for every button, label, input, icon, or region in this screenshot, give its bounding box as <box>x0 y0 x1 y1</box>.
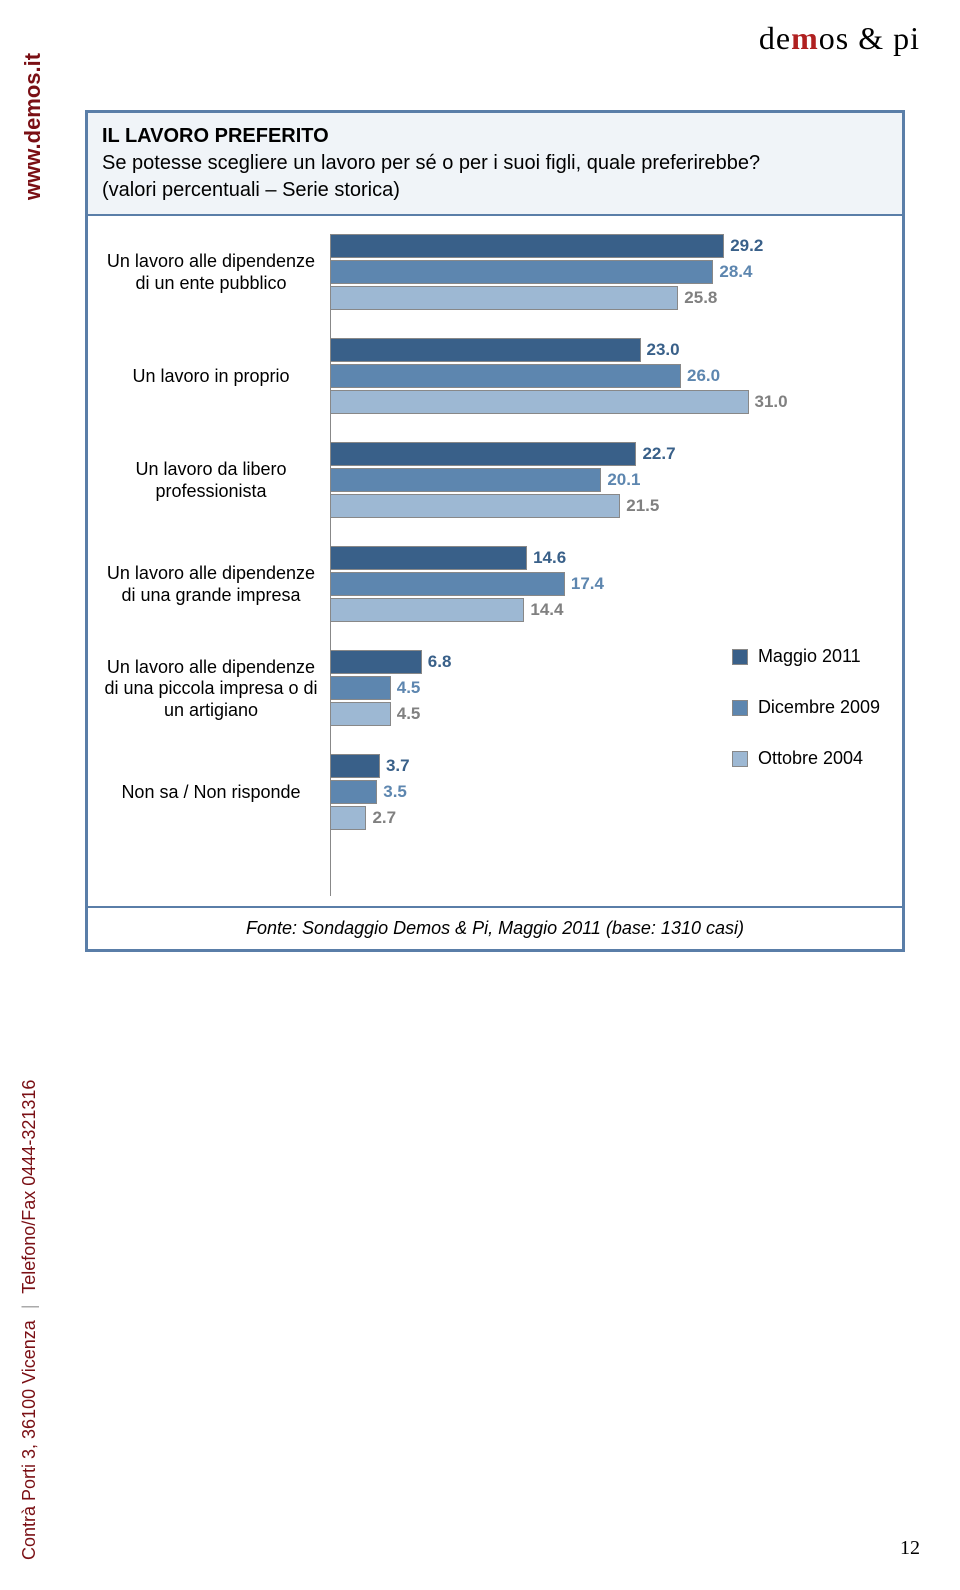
bar-value: 4.5 <box>397 678 421 698</box>
bar-value: 3.5 <box>383 782 407 802</box>
chart-source: Fonte: Sondaggio Demos & Pi, Maggio 2011… <box>88 906 902 949</box>
bar <box>330 702 391 726</box>
bar-value: 23.0 <box>647 340 680 360</box>
bar-wrap: 2.7 <box>330 806 890 830</box>
bar <box>330 234 724 258</box>
bar-wrap: 25.8 <box>330 286 890 310</box>
legend-label: Dicembre 2009 <box>758 697 880 718</box>
page-number: 12 <box>900 1537 920 1560</box>
bar-wrap: 21.5 <box>330 494 890 518</box>
bar <box>330 650 422 674</box>
contact-phone: Telefono/Fax 0444-321316 <box>19 1080 39 1294</box>
bar-value: 28.4 <box>719 262 752 282</box>
chart-title: IL LAVORO PREFERITO <box>102 123 888 150</box>
category-label: Un lavoro alle dipendenze di una piccola… <box>100 657 330 722</box>
bar <box>330 676 391 700</box>
legend-item: Maggio 2011 <box>732 646 880 667</box>
bars-container: 22.720.1 21.5 <box>330 442 890 520</box>
bar-group: Un lavoro alle dipendenze di un ente pub… <box>100 234 890 312</box>
bar <box>330 468 601 492</box>
legend-label: Maggio 2011 <box>758 646 861 667</box>
chart-question: Se potesse scegliere un lavoro per sé o … <box>102 150 888 177</box>
contact-separator: | <box>19 1304 39 1309</box>
category-label: Non sa / Non risponde <box>100 782 330 804</box>
bar-value: 14.4 <box>530 600 563 620</box>
side-contact: Contrà Porti 3, 36100 Vicenza | Telefono… <box>19 1080 40 1560</box>
chart-area: Un lavoro alle dipendenze di un ente pub… <box>88 216 902 906</box>
bar <box>330 754 380 778</box>
bar-wrap: 20.1 <box>330 468 890 492</box>
bar-value: 26.0 <box>687 366 720 386</box>
bar-wrap: 26.0 <box>330 364 890 388</box>
bar <box>330 546 527 570</box>
logo-accent: m <box>791 20 819 56</box>
bar <box>330 806 366 830</box>
bar-value: 25.8 <box>684 288 717 308</box>
bar <box>330 364 681 388</box>
category-label: Un lavoro alle dipendenze di un ente pub… <box>100 251 330 294</box>
bar-value: 6.8 <box>428 652 452 672</box>
chart-header: IL LAVORO PREFERITO Se potesse scegliere… <box>88 113 902 216</box>
bar-value: 21.5 <box>626 496 659 516</box>
bar <box>330 442 636 466</box>
category-label: Un lavoro alle dipendenze di una grande … <box>100 563 330 606</box>
chart-note: (valori percentuali – Serie storica) <box>102 177 888 204</box>
bars-container: 14.617.4 14.4 <box>330 546 890 624</box>
bar-wrap: 23.0 <box>330 338 890 362</box>
bar-wrap: 29.2 <box>330 234 890 258</box>
legend-item: Ottobre 2004 <box>732 748 880 769</box>
bar <box>330 494 620 518</box>
brand-logo: demos & pi <box>759 20 920 57</box>
bar-group: Un lavoro in proprio 23.0 26.0 31.0 <box>100 338 890 416</box>
category-label: Un lavoro in proprio <box>100 366 330 388</box>
category-label: Un lavoro da libero professionista <box>100 459 330 502</box>
bar <box>330 338 641 362</box>
legend-label: Ottobre 2004 <box>758 748 863 769</box>
bar-wrap: 22.7 <box>330 442 890 466</box>
contact-address: Contrà Porti 3, 36100 Vicenza <box>19 1320 39 1560</box>
bar-wrap: 31.0 <box>330 390 890 414</box>
bar-value: 3.7 <box>386 756 410 776</box>
bar-wrap: 14.4 <box>330 598 890 622</box>
legend-swatch <box>732 700 748 716</box>
bar <box>330 572 565 596</box>
legend: Maggio 2011 Dicembre 2009 Ottobre 2004 <box>732 646 880 799</box>
bar-value: 20.1 <box>607 470 640 490</box>
bar-value: 4.5 <box>397 704 421 724</box>
bar-group: Un lavoro alle dipendenze di una grande … <box>100 546 890 624</box>
legend-item: Dicembre 2009 <box>732 697 880 718</box>
legend-swatch <box>732 751 748 767</box>
bars-container: 23.0 26.0 31.0 <box>330 338 890 416</box>
legend-swatch <box>732 649 748 665</box>
logo-part1: de <box>759 20 791 56</box>
bar <box>330 780 377 804</box>
bar <box>330 286 678 310</box>
bar <box>330 598 524 622</box>
bar-wrap: 14.6 <box>330 546 890 570</box>
bar-value: 14.6 <box>533 548 566 568</box>
chart-frame: IL LAVORO PREFERITO Se potesse scegliere… <box>85 110 905 952</box>
bar-value: 17.4 <box>571 574 604 594</box>
bar-value: 29.2 <box>730 236 763 256</box>
bar-value: 22.7 <box>642 444 675 464</box>
bar-wrap: 17.4 <box>330 572 890 596</box>
side-url: www.demos.it <box>20 53 46 200</box>
bar <box>330 390 749 414</box>
bar-value: 31.0 <box>755 392 788 412</box>
logo-part2: os & pi <box>819 20 920 56</box>
bar <box>330 260 713 284</box>
bar-group: Un lavoro da libero professionista22.720… <box>100 442 890 520</box>
bar-value: 2.7 <box>372 808 396 828</box>
bar-wrap: 28.4 <box>330 260 890 284</box>
bars-container: 29.2 28.425.8 <box>330 234 890 312</box>
